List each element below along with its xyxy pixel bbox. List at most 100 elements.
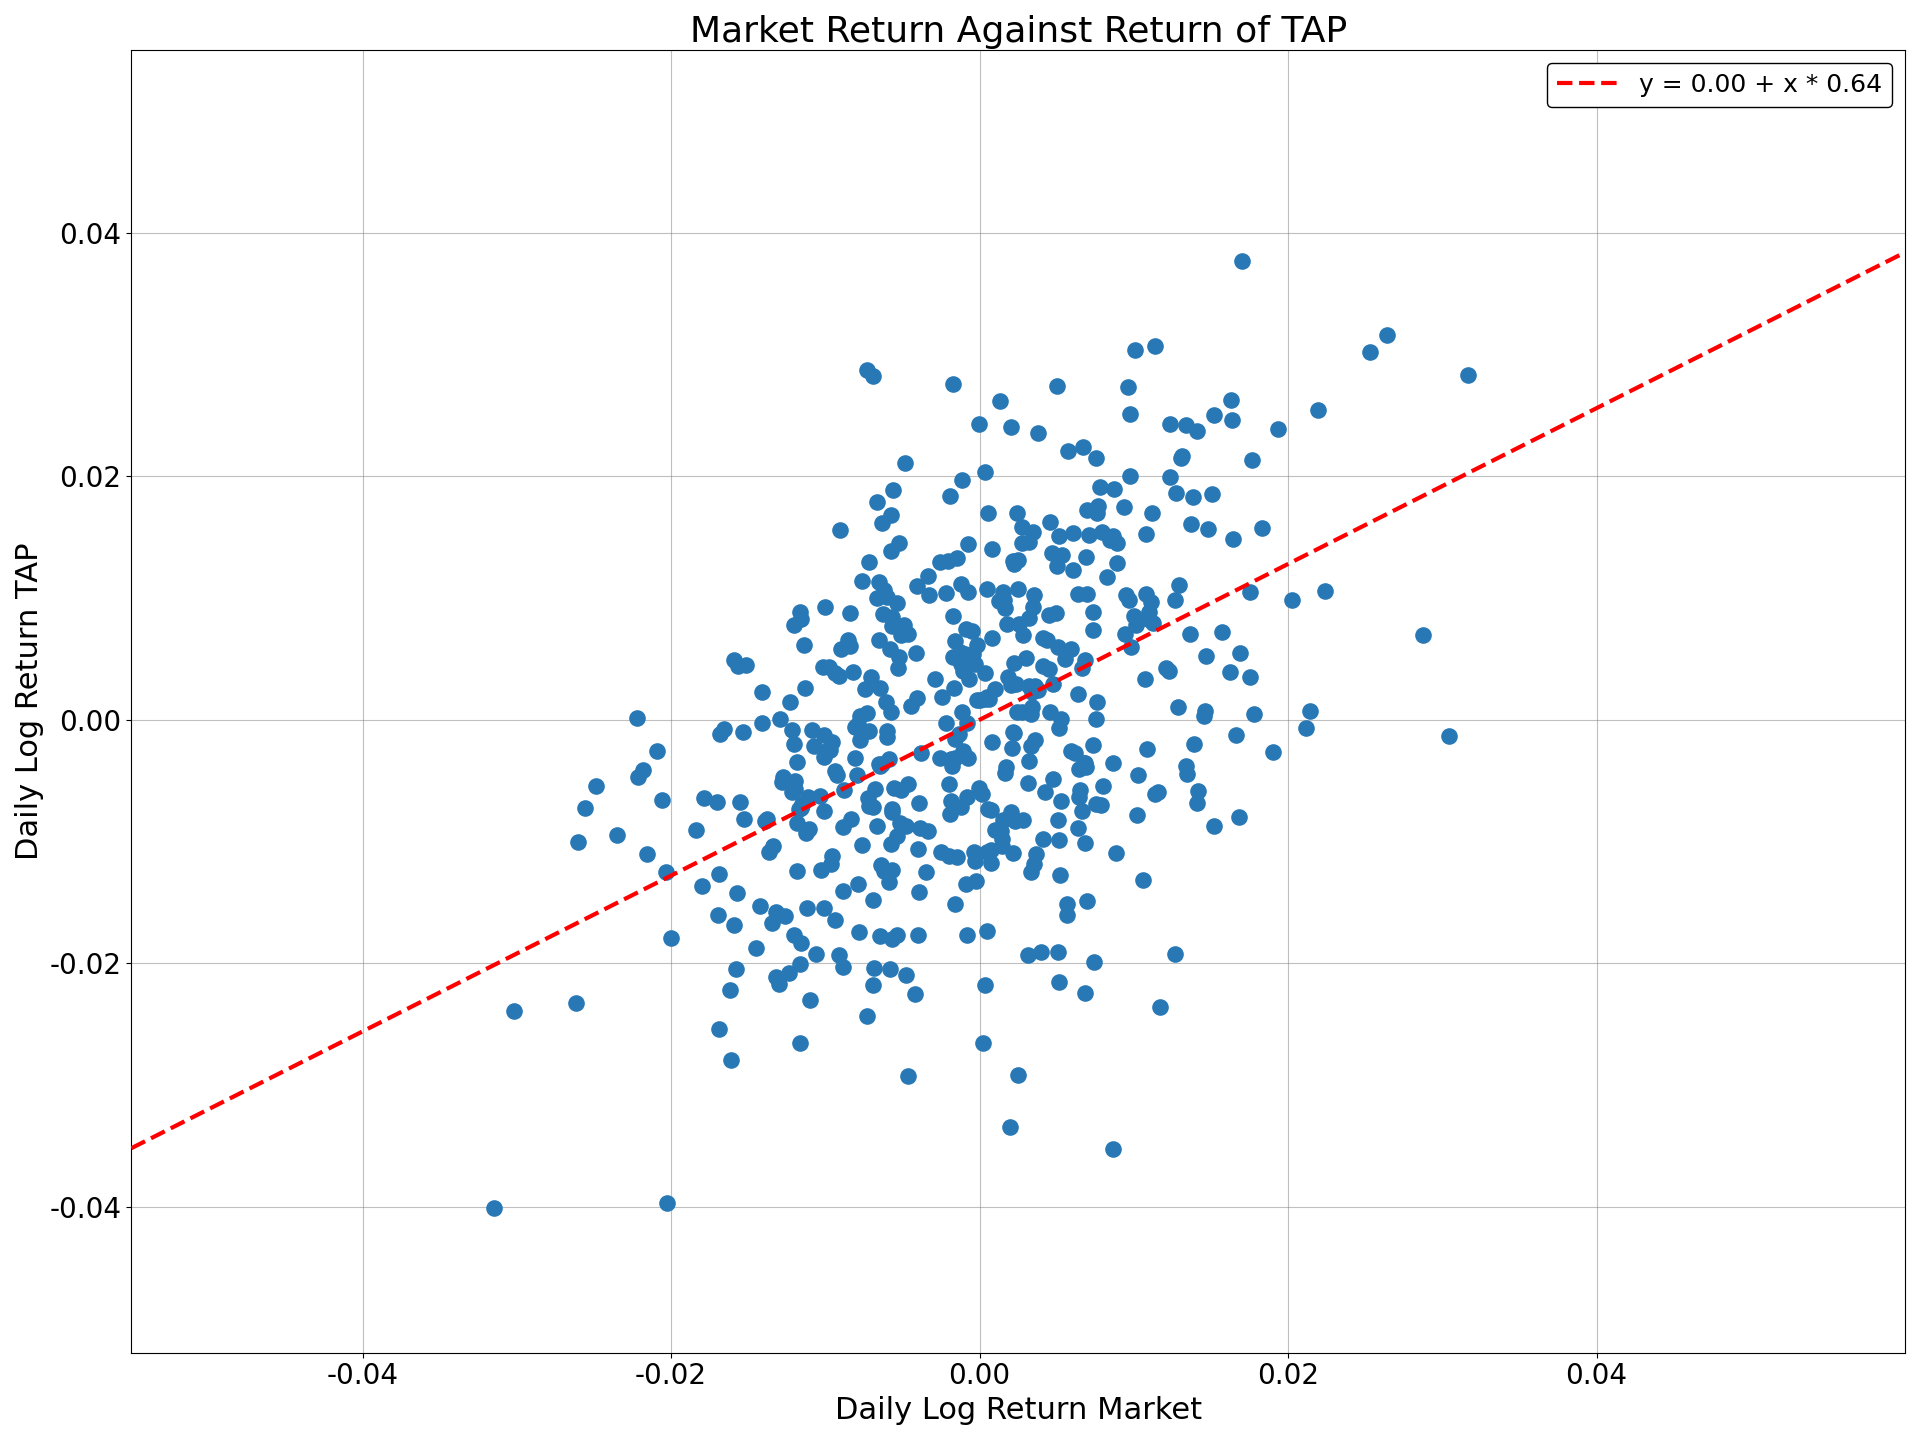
Point	[1035, 701, 1066, 724]
Point	[804, 858, 835, 881]
Point	[958, 642, 989, 665]
Point	[881, 592, 912, 615]
Point	[881, 824, 912, 847]
Point	[1133, 737, 1164, 760]
Point	[1014, 531, 1044, 554]
Point	[987, 580, 1018, 603]
Point	[751, 809, 781, 832]
Point	[785, 796, 816, 819]
Point	[776, 691, 806, 714]
Point	[1002, 501, 1033, 524]
Point	[1135, 590, 1165, 613]
Point	[1181, 792, 1212, 815]
Point	[1081, 707, 1112, 730]
Point	[1235, 665, 1265, 688]
Point	[651, 861, 682, 884]
Point	[1227, 249, 1258, 272]
Point	[1069, 831, 1100, 854]
Point	[872, 720, 902, 743]
Point	[995, 415, 1025, 438]
Point	[862, 491, 893, 514]
Point	[1000, 809, 1031, 832]
Point	[1102, 531, 1133, 554]
Point	[1175, 622, 1206, 645]
Point	[987, 809, 1018, 832]
Point	[891, 963, 922, 986]
Point	[973, 687, 1004, 710]
Point	[563, 829, 593, 852]
Point	[804, 785, 835, 808]
Point	[835, 600, 866, 624]
Point	[1081, 691, 1112, 714]
Point	[622, 706, 653, 729]
Point	[977, 730, 1008, 753]
Point	[995, 801, 1025, 824]
Point	[1290, 716, 1321, 739]
Point	[1215, 661, 1246, 684]
Point	[933, 549, 964, 572]
Point	[1171, 413, 1202, 436]
Point	[1044, 717, 1075, 740]
Point	[1223, 805, 1254, 828]
Point	[478, 1197, 509, 1220]
Point	[881, 924, 912, 948]
Point	[797, 719, 828, 742]
Point	[998, 720, 1029, 743]
Point	[603, 824, 634, 847]
Point	[1071, 498, 1102, 521]
Point	[1052, 893, 1083, 916]
Point	[703, 903, 733, 926]
Point	[975, 851, 1006, 874]
Point	[835, 635, 866, 658]
Point	[945, 795, 975, 818]
Point	[877, 798, 908, 821]
Point	[1217, 527, 1248, 550]
Point	[1046, 544, 1077, 567]
Point	[998, 651, 1029, 674]
Point	[1081, 792, 1112, 815]
Point	[1018, 520, 1048, 543]
Point	[851, 359, 881, 382]
Point	[937, 755, 968, 778]
Point	[1071, 755, 1102, 778]
Point	[1258, 740, 1288, 763]
Point	[816, 844, 847, 867]
Point	[1071, 582, 1102, 605]
Point	[1000, 672, 1031, 696]
Point	[947, 468, 977, 491]
Point	[1083, 501, 1114, 524]
Point	[1041, 554, 1071, 577]
Point	[895, 696, 925, 719]
Point	[1116, 635, 1146, 658]
Point	[808, 799, 839, 822]
Point	[960, 652, 991, 675]
Point	[1018, 583, 1048, 606]
Point	[1027, 655, 1058, 678]
Point	[1098, 524, 1129, 547]
Point	[1068, 436, 1098, 459]
Point	[787, 793, 818, 816]
Point	[937, 605, 968, 628]
Point	[1277, 589, 1308, 612]
Point	[858, 888, 889, 912]
Point	[952, 711, 983, 734]
Point	[722, 654, 753, 677]
Point	[950, 618, 981, 641]
Point	[781, 860, 812, 883]
Point	[1016, 703, 1046, 726]
Point	[789, 634, 820, 657]
Point	[780, 923, 810, 946]
Point	[1198, 403, 1229, 426]
Point	[962, 688, 993, 711]
Point	[893, 1064, 924, 1087]
Point	[1027, 827, 1058, 850]
Point	[1154, 660, 1185, 683]
Point	[883, 657, 914, 680]
Point	[1006, 701, 1037, 724]
Point	[1236, 448, 1267, 471]
Point	[1010, 647, 1041, 670]
Point	[1225, 642, 1256, 665]
Point	[1021, 842, 1052, 865]
Point	[1100, 841, 1131, 864]
Point	[822, 763, 852, 786]
